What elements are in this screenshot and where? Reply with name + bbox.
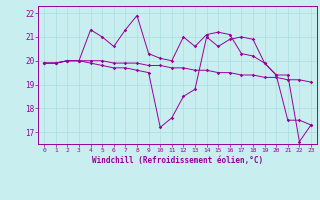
X-axis label: Windchill (Refroidissement éolien,°C): Windchill (Refroidissement éolien,°C)	[92, 156, 263, 165]
